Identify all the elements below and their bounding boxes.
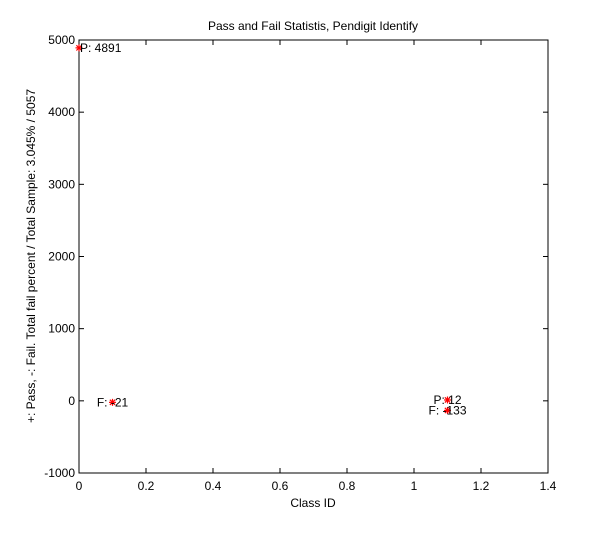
x-tick-label: 1.4 (540, 479, 557, 493)
plot-area (78, 39, 549, 474)
x-axis-label: Class ID (290, 496, 336, 510)
x-tick-label: 0.2 (138, 479, 155, 493)
data-label: F: -133 (428, 403, 466, 417)
y-tick-label: -1000 (44, 466, 75, 480)
chart-title: Pass and Fail Statistis, Pendigit Identi… (208, 19, 418, 33)
data-point (75, 44, 83, 52)
x-tick-label: 0.8 (339, 479, 356, 493)
marker-stroke (75, 44, 83, 51)
x-tick-label: 0.6 (272, 479, 289, 493)
x-tick-label: 0 (76, 479, 83, 493)
y-axis: -1000 0 1000 2000 3000 4000 5000 (44, 33, 548, 480)
data-point (109, 398, 116, 406)
y-tick-label: 2000 (48, 250, 75, 264)
x-tick-label: 0.4 (205, 479, 222, 493)
y-tick-label: 1000 (48, 322, 75, 336)
data-point (444, 406, 451, 414)
y-axis-label: +: Pass, -: Fail. Total fail percent / T… (24, 89, 38, 423)
marker-stroke (444, 396, 451, 404)
data-label: F: -21 (97, 395, 129, 409)
data-points: P: 4891 F: -21 P: 12F: -133 (75, 41, 467, 417)
data-label: P: 4891 (80, 41, 122, 55)
x-axis: 0 0.2 0.4 0.6 0.8 1 1.2 1.4 (76, 40, 557, 493)
marker-stroke (444, 407, 451, 414)
data-label: P: 12 (433, 393, 461, 407)
data-point (444, 396, 451, 404)
x-tick-label: 1.2 (473, 479, 490, 493)
marker-stroke (109, 399, 116, 406)
y-tick-label: 5000 (48, 33, 75, 47)
y-tick-label: 3000 (48, 177, 75, 191)
y-tick-label: 4000 (48, 105, 75, 119)
y-tick-label: 0 (68, 394, 75, 408)
x-tick-label: 1 (411, 479, 418, 493)
